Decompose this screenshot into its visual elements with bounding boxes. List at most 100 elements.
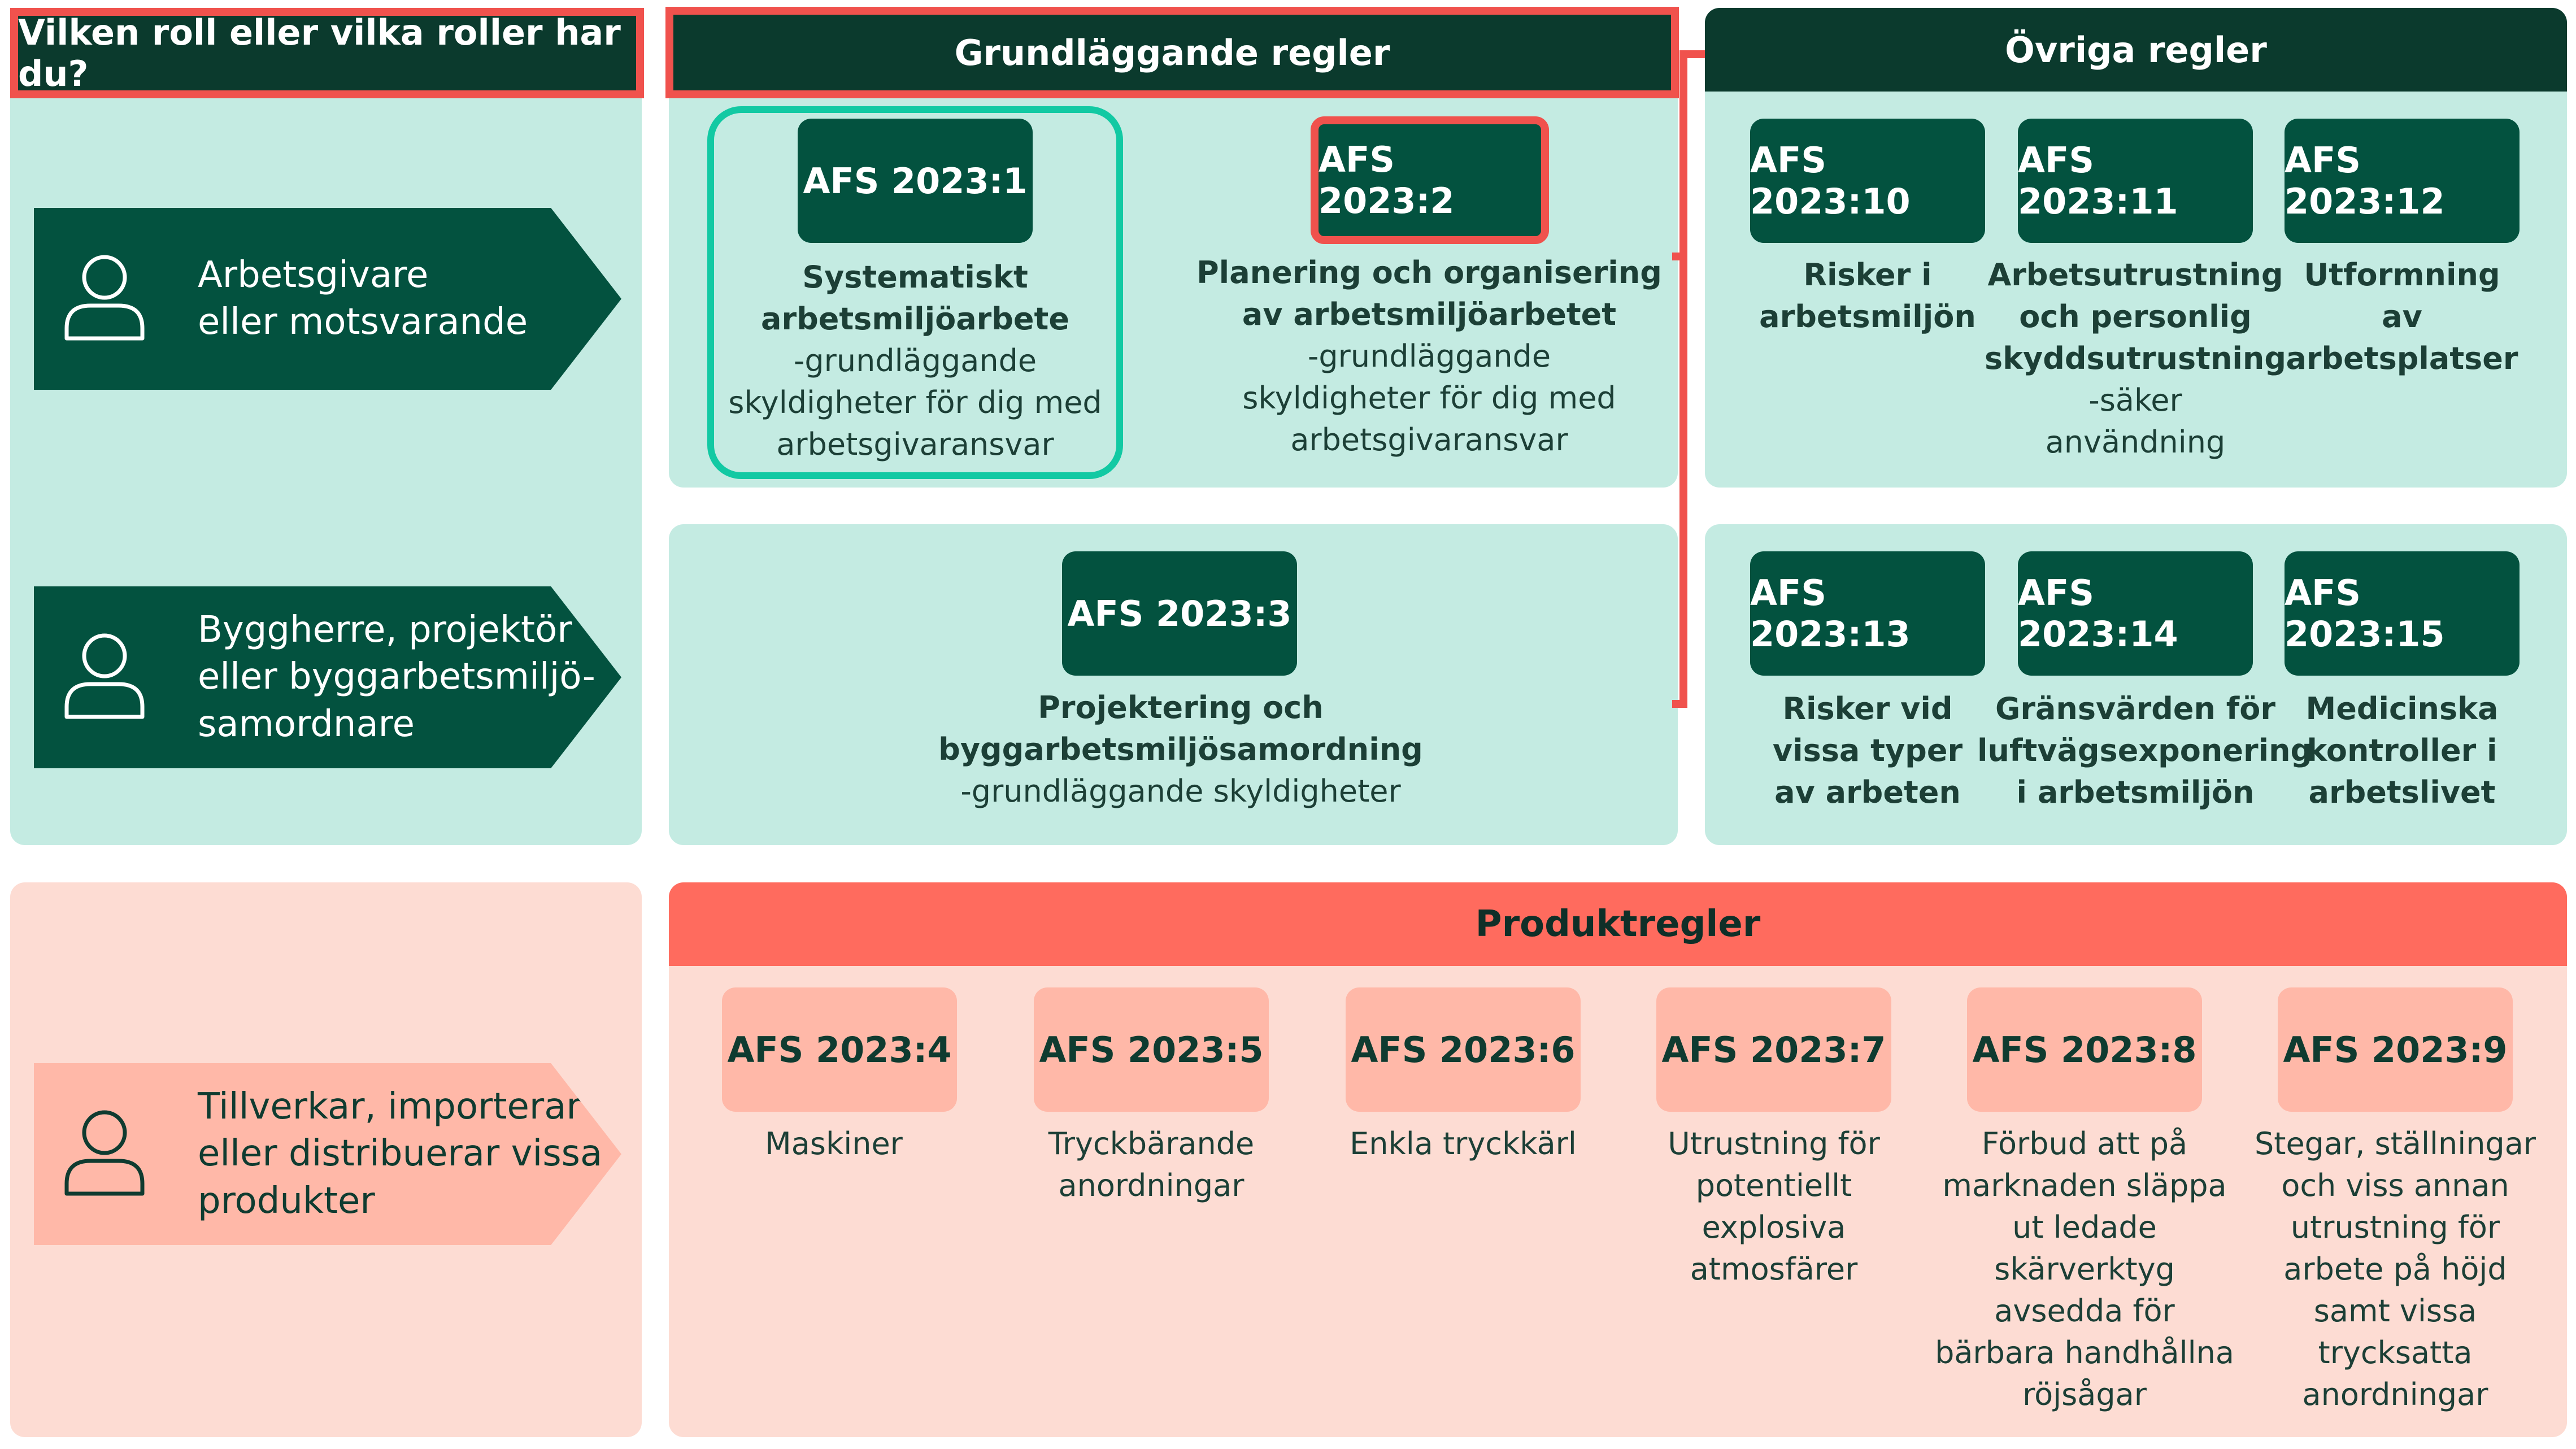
afs-2023-10-button[interactable]: AFS 2023:10 bbox=[1750, 119, 1985, 243]
afs-2023-6-description: Enkla tryckkärl bbox=[1316, 1123, 1610, 1165]
person-icon bbox=[64, 1110, 145, 1196]
role-manufacturer-label: Tillverkar, importerar eller distribuera… bbox=[198, 1086, 603, 1222]
afs-2023-1-button[interactable]: AFS 2023:1 bbox=[798, 119, 1033, 243]
person-icon bbox=[64, 633, 145, 719]
desc-line: anordningar bbox=[2302, 1377, 2488, 1412]
desc-line: Maskiner bbox=[765, 1126, 903, 1161]
afs-2023-9-description: Stegar, ställningar och viss annan utrus… bbox=[2239, 1123, 2551, 1416]
afs-2023-4-button[interactable]: AFS 2023:4 bbox=[722, 987, 957, 1112]
afs-2023-12-button[interactable]: AFS 2023:12 bbox=[2285, 119, 2520, 243]
product-rules-title: Produktregler bbox=[1475, 903, 1761, 945]
desc-line: av arbetsmiljöarbetet bbox=[1242, 297, 1617, 332]
desc-line: Utrustning för bbox=[1668, 1126, 1880, 1161]
afs-2023-8-button[interactable]: AFS 2023:8 bbox=[1967, 987, 2202, 1112]
afs-2023-7-description: Utrustning för potentiellt explosiva atm… bbox=[1627, 1123, 1921, 1290]
desc-line: potentiellt bbox=[1695, 1168, 1852, 1203]
afs-2023-5-button[interactable]: AFS 2023:5 bbox=[1034, 987, 1269, 1112]
afs-2023-10-description: Risker i arbetsmiljön bbox=[1717, 254, 2018, 338]
desc-line: -säker bbox=[2088, 382, 2182, 418]
role-builder[interactable]: Byggherre, projektör eller byggarbetsmil… bbox=[34, 586, 621, 768]
desc-line: Tryckbärande bbox=[1048, 1126, 1255, 1161]
role-question-text: Vilken roll eller vilka roller har du? bbox=[18, 12, 621, 94]
product-rules-header: Produktregler bbox=[669, 882, 2567, 966]
other-rules-title: Övriga regler bbox=[2005, 29, 2267, 71]
afs-2023-12-code: AFS 2023:12 bbox=[2285, 140, 2445, 222]
desc-line: arbetsgivaransvar bbox=[776, 427, 1054, 462]
afs-2023-2-description: Planering och organisering av arbetsmilj… bbox=[1192, 252, 1666, 461]
desc-line: avsedda för bbox=[1994, 1293, 2175, 1329]
afs-2023-12-description: Utformning av arbetsplatser bbox=[2254, 254, 2550, 380]
afs-2023-14-button[interactable]: AFS 2023:14 bbox=[2018, 551, 2253, 676]
afs-2023-10-code: AFS 2023:10 bbox=[1750, 140, 1911, 222]
role-employer[interactable]: Arbetsgivare eller motsvarande bbox=[34, 208, 621, 390]
afs-2023-7-code: AFS 2023:7 bbox=[1661, 1029, 1886, 1071]
basic-rules-header: Grundläggande regler bbox=[665, 7, 1679, 98]
afs-2023-2-button[interactable]: AFS 2023:2 bbox=[1311, 116, 1549, 244]
desc-line: arbetsplatser bbox=[2286, 341, 2518, 376]
desc-line: skyddsutrustning bbox=[1984, 341, 2287, 376]
desc-line: -grundläggande bbox=[1307, 338, 1551, 374]
desc-line: skärverktyg bbox=[1994, 1251, 2175, 1287]
desc-line: i arbetsmiljön bbox=[2016, 774, 2255, 810]
afs-2023-15-code: AFS 2023:15 bbox=[2285, 572, 2445, 655]
desc-line: Utformning bbox=[2304, 257, 2500, 293]
afs-2023-4-description: Maskiner bbox=[687, 1123, 981, 1165]
desc-line: arbetsmiljöarbete bbox=[761, 301, 1069, 337]
afs-2023-7-button[interactable]: AFS 2023:7 bbox=[1656, 987, 1891, 1112]
desc-line: Förbud att på bbox=[1981, 1126, 2188, 1161]
afs-2023-1-description: Systematiskt arbetsmiljöarbete -grundläg… bbox=[713, 256, 1117, 465]
desc-line: samt vissa bbox=[2313, 1293, 2477, 1329]
desc-line: och personlig bbox=[2019, 299, 2252, 334]
desc-line: Stegar, ställningar bbox=[2255, 1126, 2536, 1161]
afs-2023-3-button[interactable]: AFS 2023:3 bbox=[1062, 551, 1297, 676]
afs-2023-1-highlight bbox=[707, 106, 1123, 479]
afs-2023-9-button[interactable]: AFS 2023:9 bbox=[2278, 987, 2513, 1112]
afs-2023-15-button[interactable]: AFS 2023:15 bbox=[2285, 551, 2520, 676]
desc-line: kontroller i bbox=[2307, 733, 2497, 768]
desc-line: vissa typer bbox=[1772, 733, 1963, 768]
afs-2023-5-code: AFS 2023:5 bbox=[1039, 1029, 1264, 1071]
desc-line: byggarbetsmiljösamordning bbox=[938, 732, 1423, 767]
desc-line: röjsågar bbox=[2022, 1377, 2147, 1412]
afs-2023-1-code: AFS 2023:1 bbox=[803, 160, 1028, 202]
role-question-header: Vilken roll eller vilka roller har du? bbox=[10, 8, 644, 98]
desc-line: Enkla tryckkärl bbox=[1350, 1126, 1577, 1161]
desc-line: bärbara handhållna bbox=[1935, 1335, 2234, 1370]
desc-line: -grundläggande skyldigheter bbox=[960, 773, 1401, 809]
desc-line: arbetsmiljön bbox=[1759, 299, 1976, 334]
afs-2023-3-code: AFS 2023:3 bbox=[1067, 593, 1292, 634]
desc-line: Planering och organisering bbox=[1196, 255, 1662, 290]
desc-line: skyldigheter för dig med bbox=[1242, 380, 1616, 416]
desc-line: Gränsvärden för bbox=[1995, 691, 2275, 726]
afs-2023-8-code: AFS 2023:8 bbox=[1972, 1029, 2197, 1071]
afs-2023-6-code: AFS 2023:6 bbox=[1351, 1029, 1576, 1071]
afs-2023-8-description: Förbud att på marknaden släppa ut ledade… bbox=[1930, 1123, 2239, 1416]
desc-line: marknaden släppa bbox=[1942, 1168, 2227, 1203]
afs-2023-13-description: Risker vid vissa typer av arbeten bbox=[1717, 688, 2018, 813]
afs-2023-11-code: AFS 2023:11 bbox=[2018, 140, 2178, 222]
desc-line: arbetslivet bbox=[2308, 774, 2496, 810]
desc-line: -grundläggande bbox=[793, 343, 1037, 378]
desc-line: Risker vid bbox=[1782, 691, 1953, 726]
desc-line: Arbetsutrustning bbox=[1987, 257, 2283, 293]
desc-line: utrustning för bbox=[2290, 1209, 2500, 1245]
desc-line: atmosfärer bbox=[1690, 1251, 1858, 1287]
desc-line: av bbox=[2382, 299, 2422, 334]
desc-line: Projektering och bbox=[1038, 690, 1324, 725]
desc-line: Medicinska bbox=[2305, 691, 2499, 726]
desc-line: arbetsgivaransvar bbox=[1290, 422, 1568, 458]
afs-2023-13-button[interactable]: AFS 2023:13 bbox=[1750, 551, 1985, 676]
desc-line: Risker i bbox=[1803, 257, 1932, 293]
person-icon bbox=[64, 255, 145, 341]
afs-2023-11-button[interactable]: AFS 2023:11 bbox=[2018, 119, 2253, 243]
role-manufacturer[interactable]: Tillverkar, importerar eller distribuera… bbox=[34, 1063, 621, 1245]
afs-2023-6-button[interactable]: AFS 2023:6 bbox=[1346, 987, 1581, 1112]
desc-line: explosiva bbox=[1702, 1209, 1846, 1245]
afs-2023-14-code: AFS 2023:14 bbox=[2018, 572, 2178, 655]
desc-line: anordningar bbox=[1058, 1168, 1245, 1203]
desc-line: användning bbox=[2045, 424, 2226, 460]
desc-line: trycksatta bbox=[2318, 1335, 2473, 1370]
afs-2023-2-code: AFS 2023:2 bbox=[1319, 139, 1455, 221]
afs-2023-5-description: Tryckbärande anordningar bbox=[1004, 1123, 1298, 1207]
other-rules-header: Övriga regler bbox=[1705, 8, 2567, 92]
